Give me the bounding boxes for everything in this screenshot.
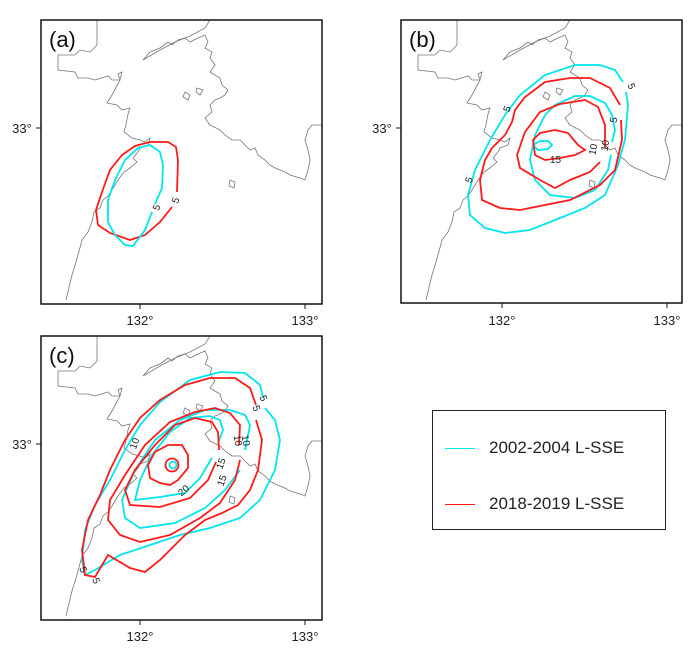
contour-label: 15: [550, 155, 562, 166]
x-tick-label: 132°: [127, 313, 154, 328]
plot-frame: [40, 19, 323, 305]
plot-frame: [40, 335, 323, 621]
legend-item-2002-2004: 2002-2004 L-SSE: [433, 436, 624, 460]
panel-label: (a): [49, 27, 76, 52]
contour-label: 5: [464, 175, 476, 184]
contour-label: 5: [257, 394, 269, 403]
coastline: [417, 20, 682, 301]
contour-label: 15: [216, 473, 230, 488]
contour-label: 5: [609, 116, 621, 124]
contours-2018-2019: [479, 77, 623, 211]
panel-c: 5 5 10 10 10 15 15 20 5 5 132° 133° 33° …: [0, 330, 340, 658]
contours-2018-2019: [95, 141, 179, 241]
y-tick-label: 33°: [372, 121, 392, 136]
contour-label: 5: [89, 576, 101, 585]
legend-item-2018-2019: 2018-2019 L-SSE: [433, 492, 624, 516]
x-tick-label: 132°: [489, 313, 516, 328]
y-tick-label: 33°: [12, 121, 32, 136]
coastline: [57, 20, 322, 301]
contour-label: 5: [76, 565, 88, 574]
x-tick-label: 133°: [292, 629, 319, 644]
panel-label: (b): [409, 27, 436, 52]
plot-frame: [400, 19, 683, 304]
legend: 2002-2004 L-SSE 2018-2019 L-SSE: [432, 410, 666, 530]
contour-label: 10: [128, 436, 142, 451]
panel-a: 5 5 132° 133° 33° (a): [0, 0, 340, 330]
y-tick-label: 33°: [12, 437, 32, 452]
contour-label: 15: [215, 456, 229, 471]
contour-label: 10: [588, 143, 601, 156]
x-tick-label: 132°: [127, 629, 154, 644]
legend-label: 2002-2004 L-SSE: [489, 438, 625, 457]
contour-label: 10: [600, 139, 613, 152]
contour-label: 5: [250, 404, 262, 413]
legend-swatch-cyan: [445, 447, 475, 449]
contour-label: 5: [170, 196, 182, 205]
contour-label: 10: [231, 434, 244, 447]
contour-label: 10: [239, 434, 252, 447]
contour-label: 5: [502, 104, 514, 113]
contours-2002-2004: [107, 144, 164, 247]
x-tick-label: 133°: [654, 313, 681, 328]
panel-b: 5 5 5 5 10 10 15 132° 133° 33° (b): [360, 0, 700, 330]
contours-2002-2004: [81, 371, 281, 577]
contours-2018-2019: [81, 377, 263, 579]
contour-label: 5: [625, 82, 637, 91]
contour-label: 5: [151, 203, 163, 212]
legend-label: 2018-2019 L-SSE: [489, 494, 625, 513]
x-tick-label: 133°: [292, 313, 319, 328]
contour-label: 20: [176, 483, 192, 499]
panel-label: (c): [49, 343, 75, 368]
contours-2002-2004: [467, 64, 629, 234]
legend-swatch-red: [445, 503, 475, 505]
